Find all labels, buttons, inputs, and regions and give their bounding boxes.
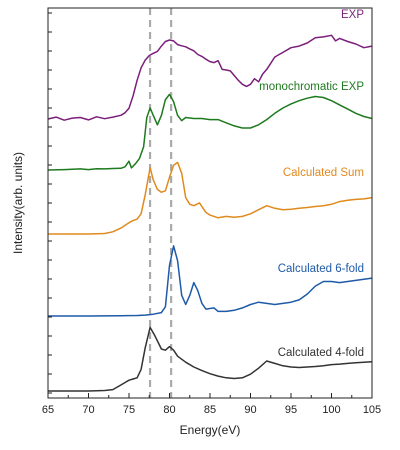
y-axis-label: Intensity(arb. units) (11, 152, 25, 254)
x-tick-label-4: 85 (204, 404, 216, 416)
series-group (47, 34, 373, 392)
x-tick-label-8: 105 (363, 404, 381, 416)
y-axis-ticks (48, 12, 52, 394)
series-line-0 (47, 34, 373, 121)
series-line-3 (48, 245, 373, 317)
series-line-1 (47, 93, 373, 171)
series-line-2 (48, 161, 373, 235)
x-tick-label-6: 95 (285, 404, 297, 416)
x-axis-label: Energy(eV) (180, 423, 241, 437)
series-label-1: monochromatic EXP (259, 81, 364, 93)
x-tick-label-2: 75 (123, 404, 135, 416)
series-label-3: Calculated 6-fold (278, 263, 364, 275)
series-labels: EXP monochromatic EXP Calculated Sum Calcul… (259, 9, 364, 359)
series-label-2: Calculated Sum (283, 167, 364, 179)
series-label-0: EXP (341, 9, 364, 21)
x-tick-label-0: 65 (42, 404, 54, 416)
x-tick-label-5: 90 (244, 404, 256, 416)
reference-lines (148, 8, 173, 398)
x-tick-label-3: 80 (163, 404, 175, 416)
plot-frame (47, 7, 373, 399)
x-axis-ticks: 65 70 75 80 85 90 95 100 105 (42, 393, 381, 416)
x-tick-label-7: 100 (322, 404, 340, 416)
series-line-4 (48, 326, 373, 392)
series-label-4: Calculated 4-fold (278, 347, 364, 359)
x-tick-label-1: 70 (82, 404, 94, 416)
